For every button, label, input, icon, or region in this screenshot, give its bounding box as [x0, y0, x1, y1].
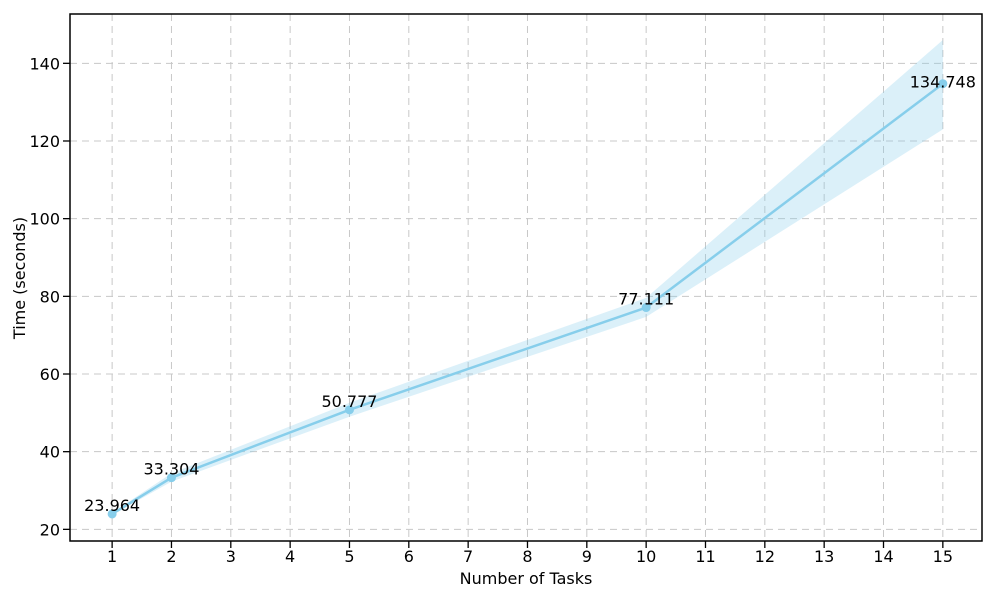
y-tick-label: 140	[29, 54, 60, 73]
point-label: 33.304	[143, 460, 199, 479]
y-tick-label: 80	[40, 287, 60, 306]
x-tick-label: 5	[344, 547, 354, 566]
plot-border	[69, 13, 983, 542]
x-tick-label: 4	[285, 547, 295, 566]
data-point	[641, 303, 651, 313]
x-tick-label: 6	[404, 547, 414, 566]
y-axis-label: Time (seconds)	[10, 217, 29, 340]
tick-marks	[63, 62, 944, 548]
data-point	[344, 405, 354, 415]
x-tick-label: 9	[582, 547, 592, 566]
x-axis-label: Number of Tasks	[460, 569, 593, 588]
point-label: 134.748	[910, 73, 976, 92]
y-tick-label: 20	[40, 520, 60, 539]
data-point	[166, 473, 176, 483]
x-tick-label: 8	[522, 547, 532, 566]
point-label: 77.111	[618, 290, 674, 309]
x-tick-label: 12	[755, 547, 775, 566]
x-tick-label: 10	[636, 547, 656, 566]
x-tick-label: 1	[107, 547, 117, 566]
gridlines	[70, 14, 982, 541]
data-point	[107, 509, 117, 519]
y-tick-label: 120	[29, 132, 60, 151]
y-tick-label: 60	[40, 365, 60, 384]
point-label: 50.777	[321, 392, 377, 411]
y-tick-label: 40	[40, 443, 60, 462]
x-tick-label: 11	[695, 547, 715, 566]
x-tick-label: 2	[166, 547, 176, 566]
y-tick-label: 100	[29, 210, 60, 229]
x-tick-label: 7	[463, 547, 473, 566]
x-tick-label: 14	[873, 547, 893, 566]
x-tick-label: 15	[933, 547, 953, 566]
point-label: 23.964	[84, 496, 140, 515]
x-tick-label: 13	[814, 547, 834, 566]
data-point	[938, 79, 948, 89]
x-tick-label: 3	[226, 547, 236, 566]
